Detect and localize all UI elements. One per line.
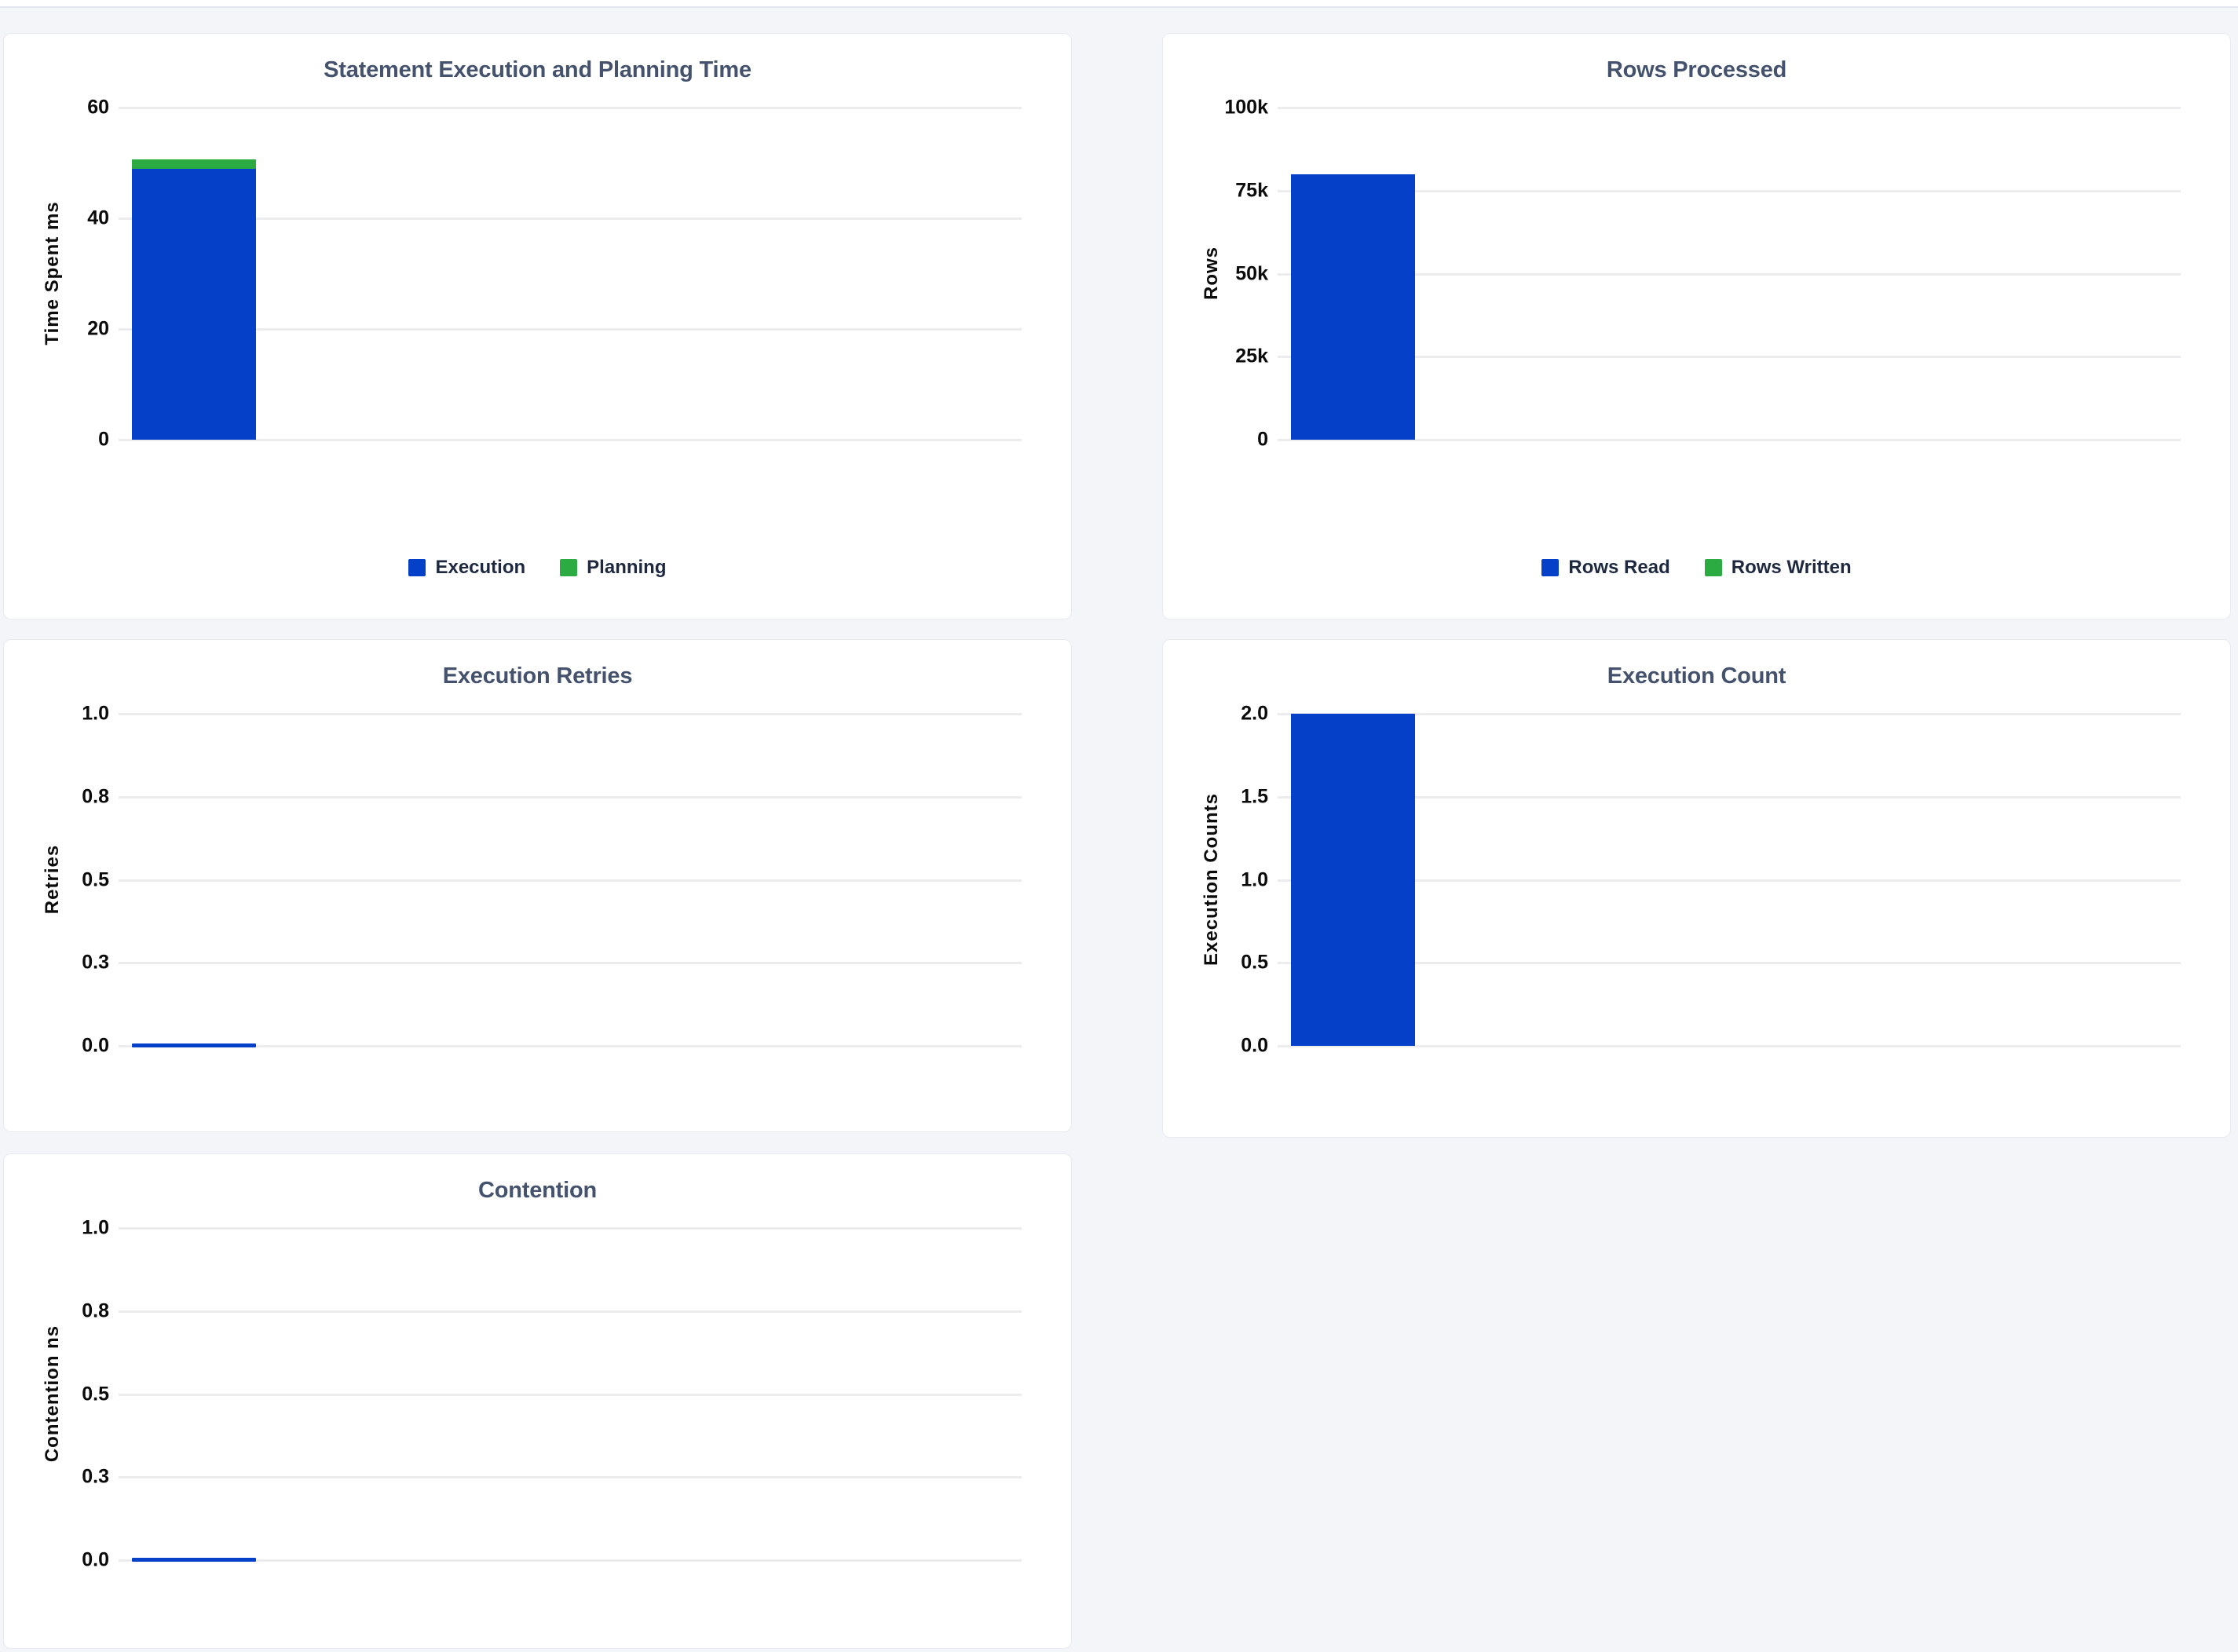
chart-title-rows-processed: Rows Processed [1606, 57, 1787, 82]
y-tick-label: 0.3 [82, 1465, 109, 1488]
chart-plot-statement-time: 60 40 20 0 Time Spent ms [4, 34, 1071, 619]
y-tick-label: 0 [98, 428, 109, 451]
y-tick-label: 2.0 [1241, 702, 1268, 725]
plot-area: 60 40 20 0 [87, 97, 1022, 449]
y-tick-label: 1.5 [1241, 785, 1268, 808]
gridline [119, 439, 1022, 441]
y-tick-label: 25k [1235, 345, 1268, 367]
bar-planning [132, 159, 256, 169]
plot-area: 1.0 0.8 0.5 0.3 0.0 [82, 704, 1022, 1055]
chart-title-contention: Contention [477, 1178, 597, 1203]
chart-legend-statement-time: Execution Planning [4, 557, 1071, 578]
gridline [1278, 189, 2181, 192]
chart-card-execution-retries: Execution Retries 1.0 0.8 0.5 0.3 0.0 Retries [3, 639, 1072, 1132]
y-tick-label: 1.0 [1241, 868, 1268, 890]
legend-swatch-planning [560, 559, 578, 576]
chart-title-execution-count: Execution Count [1607, 663, 1786, 689]
chart-card-rows-processed: Rows Processed 100k 75k 50k 25k 0 Rows Rows R… [1162, 33, 2231, 620]
y-tick-label: 0 [1257, 428, 1268, 451]
gridline [1278, 356, 2181, 359]
y-tick-label: 0.5 [82, 1383, 109, 1405]
plot-area: 2.0 1.5 1.0 0.5 0.0 [1241, 704, 2181, 1055]
gridline [1278, 1045, 2181, 1047]
chart-title-statement-time: Statement Execution and Planning Time [324, 57, 751, 82]
gridline [119, 879, 1022, 882]
y-tick-label: 1.0 [82, 702, 109, 725]
y-tick-label: 50k [1235, 262, 1268, 284]
bar-contention-zero [132, 1558, 256, 1562]
gridline [1278, 962, 2181, 965]
chart-plot-contention: 1.0 0.8 0.5 0.3 0.0 Contention ns [4, 1154, 1071, 1648]
gridline [1278, 879, 2181, 882]
y-tick-label: 0.0 [82, 1034, 109, 1057]
gridline [119, 327, 1022, 331]
chart-card-statement-time: Statement Execution and Planning Time 60… [3, 33, 1072, 620]
gridline [119, 217, 1022, 220]
gridline [119, 1227, 1022, 1230]
y-tick-label: 1.0 [82, 1216, 109, 1239]
gridline [1278, 107, 2181, 109]
bar-rows-read [1291, 174, 1415, 440]
gridline [1278, 795, 2181, 799]
bar-retries-zero [132, 1043, 256, 1047]
legend-item-planning[interactable]: Planning [560, 557, 667, 578]
gridline [119, 962, 1022, 965]
legend-swatch-rows-read [1541, 559, 1560, 576]
bar-execution [132, 168, 256, 440]
y-tick-label: 0.8 [82, 785, 109, 808]
chart-card-execution-count: Execution Count 2.0 1.5 1.0 0.5 0.0 Execution… [1162, 639, 2231, 1138]
gridline [1278, 439, 2181, 441]
legend-item-rows-written[interactable]: Rows Written [1704, 557, 1852, 578]
y-tick-label: 0.8 [82, 1299, 109, 1322]
chart-plot-rows-processed: 100k 75k 50k 25k 0 Rows [1163, 34, 2230, 619]
gridline [119, 1476, 1022, 1479]
y-tick-label: 20 [87, 317, 109, 340]
chart-plot-execution-count: 2.0 1.5 1.0 0.5 0.0 Execution Counts [1163, 640, 2230, 1137]
y-tick-label: 100k [1224, 96, 1268, 119]
legend-label-rows-written: Rows Written [1731, 557, 1852, 578]
y-axis-label: Execution Counts [1201, 792, 1222, 967]
y-tick-label: 0.0 [1241, 1034, 1268, 1057]
gridline [119, 107, 1022, 109]
bar-execution-count [1291, 714, 1415, 1046]
gridline [1278, 713, 2181, 715]
legend-swatch-execution [408, 559, 426, 576]
top-toolbar-edge [0, 0, 2238, 8]
legend-label-planning: Planning [587, 557, 667, 578]
y-tick-label: 0.0 [82, 1548, 109, 1571]
plot-area: 100k 75k 50k 25k 0 [1224, 97, 2181, 449]
gridline [1278, 272, 2181, 276]
y-tick-label: 40 [87, 206, 109, 229]
y-tick-label: 75k [1235, 179, 1268, 202]
y-tick-label: 0.5 [1241, 951, 1268, 974]
gridline [119, 1393, 1022, 1396]
y-axis-label: Contention ns [42, 1325, 63, 1463]
y-tick-label: 0.3 [82, 951, 109, 974]
chart-title-execution-retries: Execution Retries [442, 663, 633, 689]
legend-label-execution: Execution [435, 557, 526, 578]
y-axis-label: Rows [1201, 246, 1222, 301]
legend-item-execution[interactable]: Execution [408, 557, 525, 578]
plot-area: 1.0 0.8 0.5 0.3 0.0 [82, 1218, 1022, 1570]
chart-legend-rows-processed: Rows Read Rows Written [1163, 557, 2230, 578]
gridline [119, 1559, 1022, 1562]
gridline [119, 713, 1022, 715]
gridline [119, 1310, 1022, 1313]
legend-item-rows-read[interactable]: Rows Read [1541, 557, 1670, 578]
legend-swatch-rows-written [1704, 559, 1722, 576]
legend-label-rows-read: Rows Read [1568, 557, 1670, 578]
chart-card-contention: Contention 1.0 0.8 0.5 0.3 0.0 Contention ns [3, 1153, 1072, 1649]
y-axis-label: Retries [42, 844, 63, 915]
gridline [119, 1045, 1022, 1047]
y-tick-label: 60 [87, 96, 109, 119]
y-tick-label: 0.5 [82, 868, 109, 890]
chart-plot-execution-retries: 1.0 0.8 0.5 0.3 0.0 Retries [4, 640, 1071, 1131]
y-axis-label: Time Spent ms [42, 201, 63, 345]
gridline [119, 795, 1022, 799]
